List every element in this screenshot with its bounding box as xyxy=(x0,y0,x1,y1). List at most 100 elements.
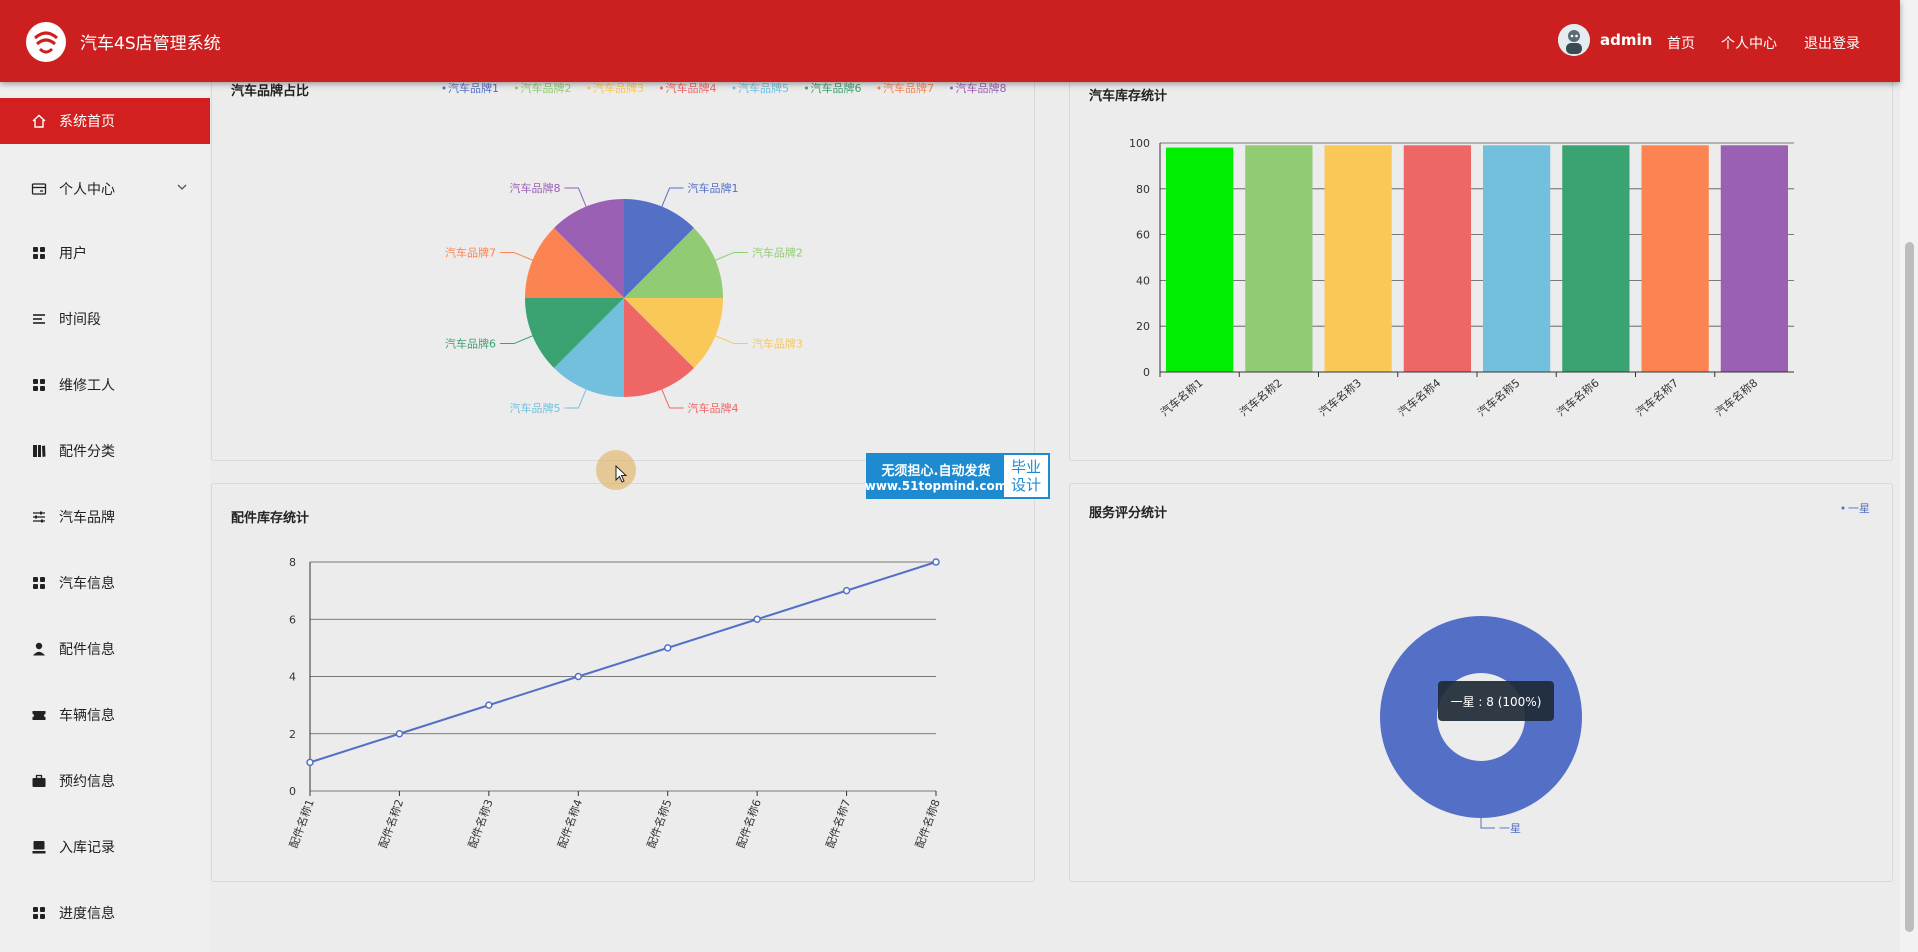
x-tick-label: 汽车名称4 xyxy=(1395,376,1443,420)
legend-marker xyxy=(732,86,736,90)
watermark-banner: 无须担心.自动发货 www.51topmind.com 毕业 设计 xyxy=(865,453,1050,499)
bar[interactable] xyxy=(1403,145,1471,372)
legend-entry[interactable]: 汽车品牌2 xyxy=(521,81,572,95)
data-point[interactable] xyxy=(842,586,851,595)
pie-slice[interactable] xyxy=(525,298,624,369)
sidebar-item-label: 个人中心 xyxy=(59,182,115,198)
x-tick-label: 配件名称3 xyxy=(465,797,496,850)
sidebar-item-users[interactable]: 用户 xyxy=(0,230,210,276)
nav-home-link[interactable]: 首页 xyxy=(1667,36,1695,52)
x-tick-label: 汽车名称2 xyxy=(1237,376,1285,420)
legend-entry[interactable]: 汽车品牌8 xyxy=(956,81,1007,95)
pie-label: 汽车品牌3 xyxy=(752,337,803,351)
sidebar-item-parts-info[interactable]: 配件信息 xyxy=(0,626,210,672)
panel-title: 配件库存统计 xyxy=(231,511,310,526)
sidebar-item-appointments[interactable]: 预约信息 xyxy=(0,758,210,804)
sliders-icon xyxy=(31,509,47,525)
watermark-right1: 毕业 xyxy=(1010,458,1041,476)
donut-slice[interactable] xyxy=(1380,616,1582,818)
legend-entry[interactable]: 汽车品牌7 xyxy=(883,81,934,95)
pie-label-line xyxy=(661,389,684,409)
pie-slice[interactable] xyxy=(624,298,695,397)
data-point[interactable] xyxy=(753,615,761,623)
x-tick-label: 配件名称5 xyxy=(644,797,675,850)
series-line xyxy=(309,561,937,764)
data-point[interactable] xyxy=(574,672,583,681)
sidebar-item-label: 入库记录 xyxy=(59,840,115,856)
legend-entry[interactable]: 一星 xyxy=(1848,502,1870,515)
pie-slice[interactable] xyxy=(525,227,624,298)
pie-slice[interactable] xyxy=(624,199,695,298)
sidebar-item-label: 预约信息 xyxy=(59,774,115,790)
pie-label: 汽车品牌1 xyxy=(688,181,739,195)
pie-label: 汽车品牌4 xyxy=(688,401,739,415)
sidebar-item-profile[interactable]: 个人中心 xyxy=(0,166,210,212)
pie-label-line xyxy=(564,389,587,409)
watermark-line1: 无须担心.自动发货 xyxy=(881,463,991,479)
sidebar-item-label: 车辆信息 xyxy=(59,708,115,724)
legend-entry[interactable]: 汽车品牌4 xyxy=(666,81,717,95)
sidebar-item-dashboard[interactable]: 系统首页 xyxy=(0,98,210,144)
y-tick-label: 20 xyxy=(1136,320,1150,333)
sidebar-item-stock-in-records[interactable]: 入库记录 xyxy=(0,824,210,870)
sidebar-item-label: 汽车品牌 xyxy=(59,510,115,526)
sidebar-item-car-info[interactable]: 汽车信息 xyxy=(0,560,210,606)
sidebar-item-repair-workers[interactable]: 维修工人 xyxy=(0,362,210,408)
bar[interactable] xyxy=(1324,145,1392,372)
user-avatar-icon xyxy=(1558,24,1590,56)
cursor-arrow-icon xyxy=(615,464,628,483)
sidebar-item-label: 配件分类 xyxy=(59,444,115,460)
legend-entry[interactable]: 汽车品牌5 xyxy=(738,81,789,95)
legend-entry[interactable]: 汽车品牌1 xyxy=(448,81,499,95)
pie-label: 汽车品牌8 xyxy=(509,181,560,195)
bar[interactable] xyxy=(1166,147,1234,372)
bar[interactable] xyxy=(1245,145,1313,372)
pie-slice[interactable] xyxy=(624,227,723,298)
nav-logout-link[interactable]: 退出登录 xyxy=(1804,36,1860,52)
grid-icon xyxy=(31,575,47,591)
pie-slice[interactable] xyxy=(624,298,723,369)
pie-slice[interactable] xyxy=(553,298,624,397)
scrollbar-thumb[interactable] xyxy=(1905,242,1914,932)
y-tick-label: 60 xyxy=(1136,229,1150,242)
legend-marker xyxy=(805,86,808,90)
data-point[interactable] xyxy=(663,644,672,652)
x-tick-label: 汽车名称1 xyxy=(1157,376,1205,420)
panel-title: 汽车库存统计 xyxy=(1089,89,1168,104)
sidebar-item-car-brand[interactable]: 汽车品牌 xyxy=(0,494,210,540)
x-tick-label: 汽车名称3 xyxy=(1316,376,1364,420)
car-logo-icon xyxy=(28,24,64,60)
pie-slice[interactable] xyxy=(553,199,624,298)
brand-share-pie-chart: 汽车品牌1 汽车品牌2 汽车品牌3 汽车品牌4 汽车品牌5 汽车品牌6 汽车品牌7 汽车品牌8… xyxy=(442,81,1007,415)
ticket-icon xyxy=(31,707,47,723)
mouse-cursor-highlight xyxy=(596,450,636,490)
chevron-down-icon xyxy=(177,184,187,190)
bar[interactable] xyxy=(1641,145,1709,372)
sidebar-item-progress-info[interactable]: 进度信息 xyxy=(0,890,210,936)
data-point[interactable] xyxy=(306,758,314,767)
avatar[interactable] xyxy=(1558,24,1590,56)
car-stock-bar-chart: 0 20 40 60 80 100 汽车名称1 汽车名称2 汽车名称3 汽车名称4 汽车名称5 汽车名… xyxy=(1129,137,1794,420)
data-point[interactable] xyxy=(932,558,940,566)
pie-label-line xyxy=(500,335,533,345)
bar[interactable] xyxy=(1562,145,1630,372)
donut-label: 一星 xyxy=(1499,822,1521,835)
monitor-icon xyxy=(31,839,47,855)
top-header: 汽车4S店管理系统 admin 首页 个人中心 退出登录 xyxy=(0,0,1900,82)
panel-service-rating: 服务评分统计 一星 一星 一星 : 8 (100%) xyxy=(1069,483,1893,882)
home-icon xyxy=(31,113,47,129)
legend-entry[interactable]: 汽车品牌3 xyxy=(593,81,644,95)
data-point[interactable] xyxy=(395,730,404,738)
sidebar-item-parts-category[interactable]: 配件分类 xyxy=(0,428,210,474)
chart-tooltip xyxy=(1438,681,1554,721)
x-tick-label: 配件名称7 xyxy=(823,797,854,850)
nav-profile-link[interactable]: 个人中心 xyxy=(1721,36,1777,52)
y-tick-label: 0 xyxy=(289,785,296,798)
bar[interactable] xyxy=(1483,145,1551,372)
legend-entry[interactable]: 汽车品牌6 xyxy=(811,81,862,95)
sidebar-item-vehicle-info[interactable]: 车辆信息 xyxy=(0,692,210,738)
parts-stock-line-chart: 0 2 4 6 8 配件名称1 配件名称2 配件名称3 配件名称4 配件名称5 配件名称6 配件名称7… xyxy=(286,556,943,850)
sidebar-item-time-slot[interactable]: 时间段 xyxy=(0,296,210,342)
data-point[interactable] xyxy=(485,701,493,709)
bar[interactable] xyxy=(1720,145,1788,372)
